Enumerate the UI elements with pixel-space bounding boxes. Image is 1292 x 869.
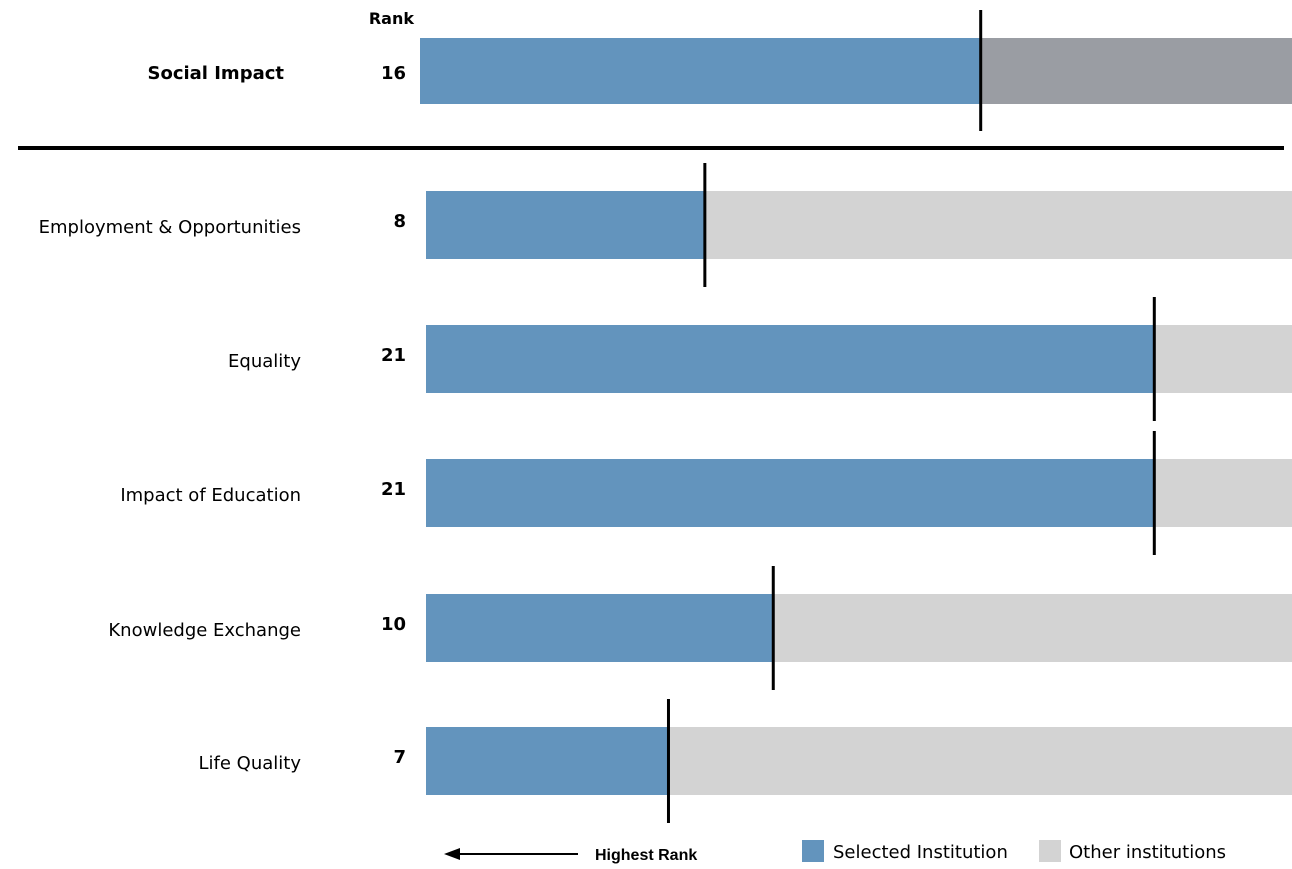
- rank-header: Rank: [369, 9, 415, 28]
- category-label: Knowledge Exchange: [108, 620, 301, 641]
- category-label: Life Quality: [199, 753, 302, 774]
- overall-category-label: Social Impact: [147, 63, 284, 84]
- bar-selected-institution: [426, 459, 1155, 527]
- bar-selected-institution: [426, 325, 1155, 393]
- bar-selected-institution: [426, 191, 705, 259]
- rank-value: 8: [393, 211, 406, 232]
- legend-swatch-selected: [802, 840, 824, 862]
- legend-swatch-other: [1039, 840, 1061, 862]
- bar-selected-institution: [426, 727, 669, 795]
- category-label: Employment & Opportunities: [39, 217, 301, 238]
- rank-value: 10: [381, 614, 406, 635]
- overall-bar-selected: [420, 38, 981, 104]
- highest-rank-note: Highest Rank: [595, 847, 697, 864]
- chart-footer: Highest Rank Selected Institution Other …: [444, 840, 1226, 864]
- rank-value: 7: [393, 747, 406, 768]
- overall-row: Social Impact 16: [147, 10, 1292, 131]
- legend-label-selected: Selected Institution: [833, 842, 1008, 863]
- rank-value: 21: [381, 345, 406, 366]
- category-rows: Employment & Opportunities 8 Equality 21 Imp…: [39, 163, 1292, 823]
- category-label: Impact of Education: [120, 485, 301, 506]
- rank-value: 21: [381, 479, 406, 500]
- category-label: Equality: [228, 351, 301, 372]
- bar-selected-institution: [426, 594, 774, 662]
- arrow-left-icon: [444, 848, 578, 860]
- overall-rank-value: 16: [381, 63, 406, 84]
- legend-label-other: Other institutions: [1069, 842, 1226, 863]
